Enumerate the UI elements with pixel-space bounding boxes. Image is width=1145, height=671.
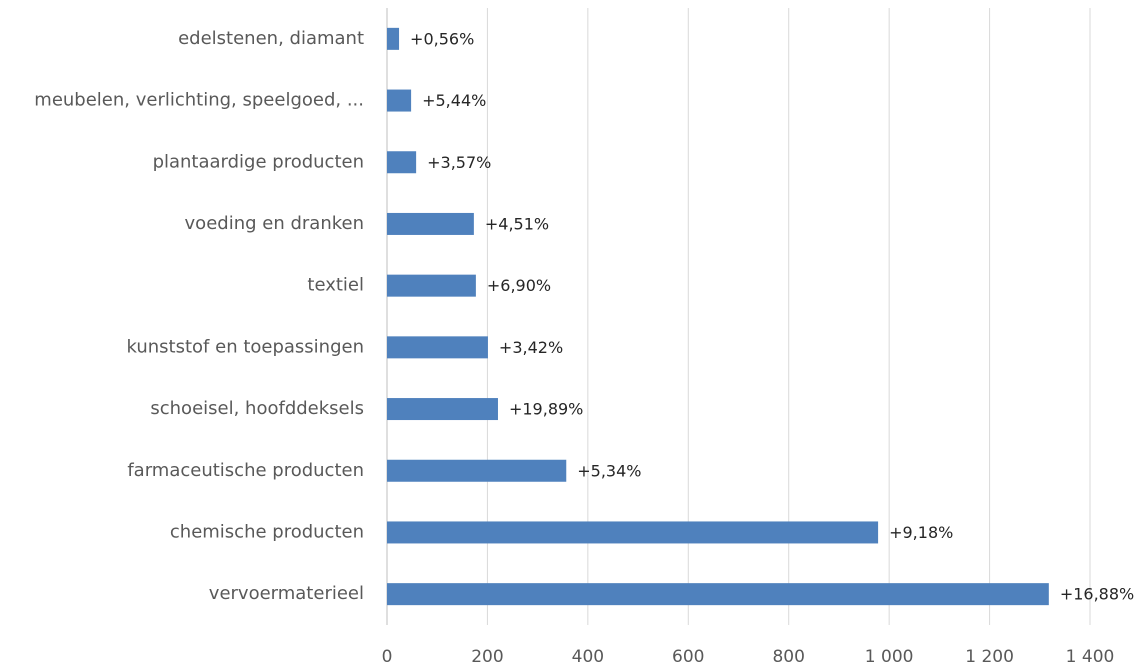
bar <box>387 521 879 544</box>
bar-annotation: +16,88% <box>1060 585 1134 604</box>
bar <box>387 212 474 235</box>
x-tick-label: 400 <box>572 647 604 667</box>
y-tick-label: meubelen, verlichting, speelgoed, ... <box>34 90 364 111</box>
x-tick-label: 1 400 <box>1066 647 1115 667</box>
x-tick-label: 200 <box>471 647 503 667</box>
x-tick-label: 0 <box>382 647 393 667</box>
bar <box>387 274 476 297</box>
bar <box>387 336 488 359</box>
x-tick-label: 1 200 <box>965 647 1014 667</box>
bar <box>387 151 417 174</box>
bar-annotation: +9,18% <box>889 523 953 542</box>
y-tick-label: schoeisel, hoofddeksels <box>150 398 364 419</box>
bar <box>387 398 498 421</box>
bar-annotation: +6,90% <box>487 276 551 295</box>
x-tick-label: 600 <box>672 647 704 667</box>
bar-annotation: +3,57% <box>427 153 491 172</box>
bar-annotation: +5,34% <box>577 461 641 480</box>
bar-annotation: +19,89% <box>509 400 583 419</box>
y-tick-label: plantaardige producten <box>153 151 364 172</box>
y-tick-label: kunststof en toepassingen <box>126 336 364 357</box>
y-tick-label: farmaceutische producten <box>127 460 364 481</box>
bar <box>387 89 412 112</box>
y-tick-label: textiel <box>307 275 364 296</box>
y-tick-label: vervoermaterieel <box>209 583 364 604</box>
bar-annotation: +0,56% <box>410 29 474 48</box>
bar <box>387 27 400 50</box>
y-tick-label: voeding en dranken <box>185 213 364 234</box>
bar-annotation: +5,44% <box>422 91 486 110</box>
bar-annotation: +3,42% <box>499 338 563 357</box>
y-tick-label: chemische producten <box>170 521 364 542</box>
bar-annotation: +4,51% <box>485 214 549 233</box>
x-tick-label: 800 <box>772 647 804 667</box>
x-tick-label: 1 000 <box>865 647 914 667</box>
bar <box>387 583 1049 606</box>
bar <box>387 459 567 482</box>
y-tick-label: edelstenen, diamant <box>178 28 364 49</box>
